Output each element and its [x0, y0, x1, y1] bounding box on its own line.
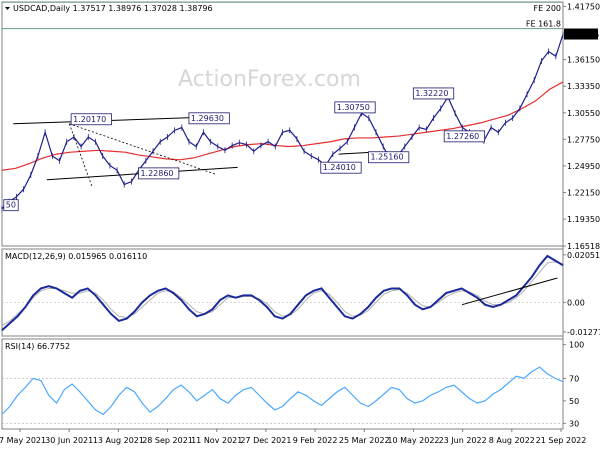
fe-161-label: FE 161.8 — [526, 20, 561, 29]
x-tick-label: 30 Jun 2021 — [45, 436, 93, 445]
x-tick-label: 11 Nov 2021 — [191, 436, 242, 445]
price-trendline — [338, 151, 373, 155]
price-ytick-label: 1.22150 — [567, 189, 600, 198]
price-title-caret-icon — [5, 7, 10, 10]
macd-pane-title: MACD(12,26,9) 0.015965 0.016110 — [5, 252, 147, 261]
rsi-ytick-label: 70 — [569, 374, 579, 383]
x-tick-label: 25 Mar 2022 — [339, 436, 390, 445]
price-annotation-box — [3, 199, 19, 212]
rsi-ytick-label: 50 — [569, 397, 579, 406]
price-annotation-label: 50 — [6, 201, 16, 210]
price-annotation-box — [320, 161, 362, 174]
x-tick-label: 8 Aug 2022 — [489, 436, 535, 445]
last-price-label: 1.38796 — [566, 31, 599, 40]
price-annotation-label: 1.30750 — [337, 103, 370, 112]
price-ytick-label: 1.19350 — [567, 215, 600, 224]
x-tick-label: 13 Aug 2021 — [93, 436, 144, 445]
macd-pane-frame — [1, 248, 564, 337]
price-annotation-label: 1.32220 — [415, 89, 448, 98]
price-ytick-label: 1.24950 — [567, 162, 600, 171]
price-trendline — [13, 116, 221, 125]
x-tick-label: 10 May 2022 — [387, 436, 439, 445]
price-annotation-label: 1.20170 — [73, 115, 106, 124]
rsi-pane-title: RSI(14) 66.7752 — [5, 342, 70, 351]
x-tick-label: 23 Jun 2022 — [439, 436, 487, 445]
price-annotation-label: 1.22860 — [140, 169, 173, 178]
macd-ytick-label: -0.012771 — [567, 328, 600, 337]
macd-ytick-label: 0.00 — [567, 298, 585, 307]
price-annotation-label: 1.24010 — [323, 163, 356, 172]
x-tick-label: 9 Feb 2022 — [293, 436, 338, 445]
last-price-box — [564, 28, 598, 40]
macd-line — [1, 254, 564, 331]
price-annotation-label: 1.27260 — [446, 132, 479, 141]
price-annotation-box — [138, 167, 180, 180]
rsi-ytick-label: 100 — [569, 341, 584, 350]
price-ytick-label: 1.33350 — [567, 82, 600, 91]
price-ma-line — [1, 81, 564, 171]
rsi-line — [1, 366, 564, 416]
price-annotation-label: 1.29630 — [191, 114, 224, 123]
price-annotation-box — [368, 151, 410, 164]
x-tick-label: 28 Sep 2021 — [142, 436, 193, 445]
watermark-text: ActionForex.com — [178, 67, 361, 92]
price-ytick-label: 1.30550 — [567, 109, 600, 118]
rsi-ytick-label: 30 — [569, 419, 579, 428]
x-tick-label: 27 Dec 2021 — [240, 436, 291, 445]
price-annotation-box — [334, 101, 376, 114]
price-annotation-box — [412, 87, 455, 100]
x-tick-label: 17 May 2021 — [0, 436, 46, 445]
price-ytick-label: 1.36150 — [567, 56, 600, 65]
price-pane-title: USDCAD,Daily 1.37517 1.38976 1.37028 1.3… — [13, 4, 213, 13]
price-annotation-box — [443, 130, 485, 143]
macd-ytick-label: 0.020518 — [567, 251, 600, 260]
price-annotation-box — [188, 112, 230, 125]
price-dotted-line — [68, 123, 93, 186]
x-tick-label: 21 Sep 2022 — [536, 436, 587, 445]
macd-trendline — [461, 277, 558, 306]
rsi-pane-frame — [1, 338, 564, 430]
price-annotation-label: 1.25160 — [370, 153, 403, 162]
price-annotation-box — [70, 113, 112, 126]
price-dotted-line — [69, 123, 216, 175]
price-ytick-label: 1.41750 — [567, 2, 600, 11]
price-ytick-label: 1.27750 — [567, 135, 600, 144]
fe-200-label: FE 200 — [534, 4, 561, 13]
price-ytick-label: 1.16518 — [567, 242, 600, 251]
